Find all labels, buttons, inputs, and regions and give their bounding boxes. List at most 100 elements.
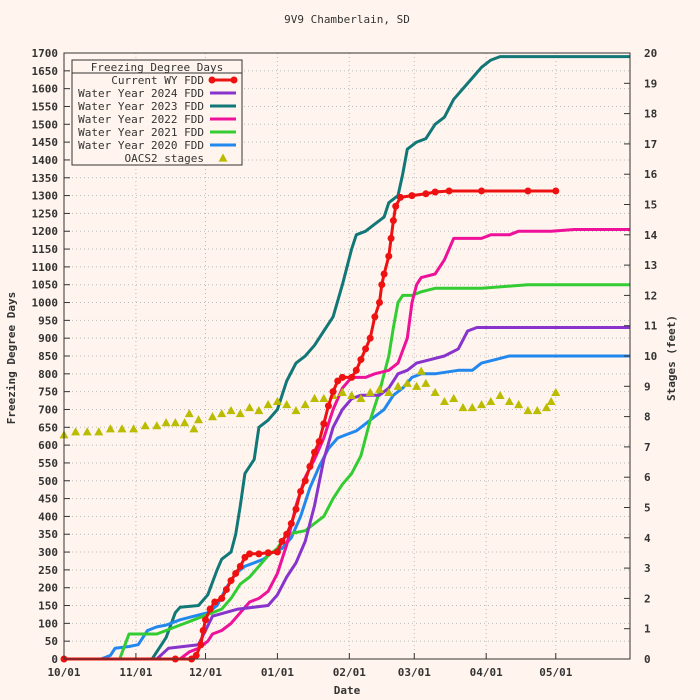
axes: 0501001502002503003504004505005506006507… — [32, 47, 658, 679]
data-point — [301, 477, 309, 485]
data-point — [232, 569, 240, 577]
y2-tick-label: 3 — [644, 562, 651, 575]
data-point — [236, 562, 244, 570]
stage-point — [263, 399, 273, 409]
legend-swatch — [218, 153, 228, 162]
y2-tick-label: 20 — [644, 47, 657, 60]
y2-tick-label: 11 — [644, 320, 658, 333]
y2-tick-label: 2 — [644, 592, 651, 605]
legend-entry-label: Water Year 2020 FDD — [78, 139, 204, 152]
x-tick-label: 11/01 — [119, 666, 152, 679]
data-point — [278, 537, 286, 545]
stage-point — [170, 418, 180, 427]
stage-point — [129, 424, 139, 433]
x-tick-label: 10/01 — [47, 666, 80, 679]
x-axis-label: Date — [334, 684, 361, 697]
x-tick-label: 01/01 — [261, 666, 294, 679]
data-point — [283, 530, 291, 538]
stage-point — [347, 390, 357, 399]
y2-tick-label: 12 — [644, 289, 657, 302]
stage-point — [551, 387, 561, 396]
y2-tick-label: 5 — [644, 502, 651, 515]
y-tick-label: 1650 — [32, 65, 59, 78]
data-point — [385, 252, 393, 260]
data-point — [287, 520, 295, 528]
y2-tick-label: 7 — [644, 441, 651, 454]
legend-entry-label: Water Year 2022 FDD — [78, 113, 204, 126]
y2-tick-label: 8 — [644, 411, 651, 424]
stage-point — [310, 393, 320, 403]
stage-point — [495, 390, 505, 399]
x-tick-label: 05/01 — [539, 666, 572, 679]
stage-point — [117, 424, 127, 433]
series-line — [64, 55, 630, 661]
data-point — [202, 616, 209, 624]
stage-point — [161, 418, 171, 427]
stage-point — [180, 418, 190, 427]
y-tick-label: 1600 — [32, 83, 59, 96]
y2-tick-label: 14 — [644, 229, 658, 242]
y-tick-label: 450 — [38, 493, 58, 506]
x-tick-label: 04/01 — [470, 666, 503, 679]
data-point — [366, 334, 374, 342]
y-tick-label: 1250 — [32, 207, 59, 220]
data-point — [222, 585, 230, 593]
y-tick-label: 1700 — [32, 47, 59, 60]
y-tick-label: 600 — [38, 439, 58, 452]
data-point — [552, 187, 560, 195]
y2-tick-label: 15 — [644, 199, 657, 212]
stage-point — [449, 393, 459, 403]
stage-point — [421, 378, 431, 387]
y-tick-label: 1150 — [32, 243, 59, 256]
series-line — [64, 326, 630, 661]
y-tick-label: 100 — [38, 617, 58, 630]
y2-tick-label: 17 — [644, 138, 657, 151]
series-current-wy-fdd — [60, 187, 560, 663]
stage-point — [356, 393, 366, 403]
y-tick-label: 50 — [45, 635, 58, 648]
stage-point — [523, 406, 533, 415]
stage-point — [541, 403, 551, 412]
y2-tick-label: 1 — [644, 623, 651, 636]
series-water-year-2021-fdd — [64, 283, 630, 661]
stage-point — [82, 427, 92, 436]
y2-tick-label: 4 — [644, 532, 651, 545]
data-point — [199, 626, 207, 634]
stage-point — [412, 381, 422, 390]
stage-point — [477, 399, 487, 409]
y2-tick-label: 13 — [644, 259, 657, 272]
series-line — [64, 228, 630, 661]
y-tick-label: 150 — [38, 600, 58, 613]
data-point — [218, 594, 226, 602]
y-tick-label: 1300 — [32, 190, 59, 203]
stage-point — [374, 384, 384, 393]
data-point — [348, 373, 356, 381]
data-point — [197, 641, 205, 649]
data-point — [524, 187, 532, 195]
data-point — [389, 217, 397, 225]
stage-point — [504, 396, 514, 406]
stage-point — [486, 396, 496, 406]
y-tick-label: 650 — [38, 421, 58, 434]
stage-point — [546, 396, 556, 406]
y2-tick-label: 9 — [644, 380, 651, 393]
stage-point — [365, 387, 375, 396]
stage-point — [430, 387, 440, 396]
series-layer — [59, 55, 630, 663]
data-point — [378, 281, 386, 289]
series-water-year-2023-fdd — [64, 55, 630, 661]
stage-point — [282, 399, 292, 409]
data-point — [211, 598, 219, 606]
data-point — [338, 373, 346, 381]
y-tick-label: 1500 — [32, 118, 59, 131]
y2-axis-label: Stages (feet) — [665, 315, 678, 401]
stage-point — [235, 409, 245, 418]
stage-point — [416, 366, 426, 375]
y-tick-label: 700 — [38, 403, 58, 416]
y-axis-label: Freezing Degree Days — [5, 292, 18, 424]
data-point — [392, 202, 400, 210]
x-tick-label: 02/01 — [333, 666, 366, 679]
data-point — [357, 356, 365, 364]
stage-point — [337, 387, 347, 396]
